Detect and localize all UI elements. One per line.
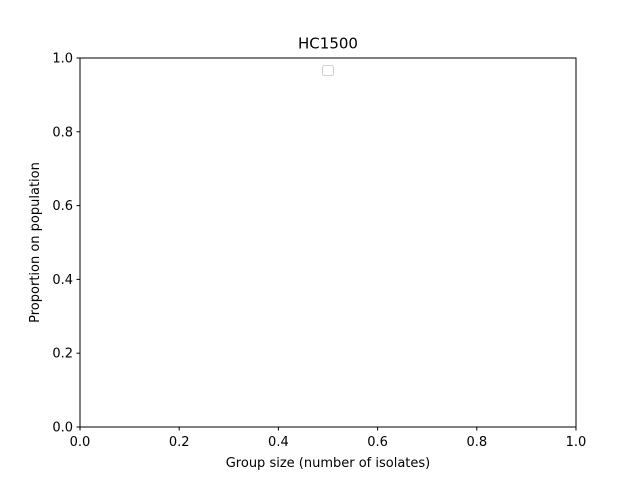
y-axis-ticks: 0.0 0.2 0.4 0.6 0.8 1.0 xyxy=(52,52,80,436)
plot-frame xyxy=(79,57,577,428)
x-axis-label: Group size (number of isolates) xyxy=(226,456,431,471)
x-tick-label: 0.2 xyxy=(169,435,190,450)
legend-box xyxy=(322,65,334,76)
chart-title: HC1500 xyxy=(298,35,358,53)
y-axis-label: Proportion on population xyxy=(28,162,43,323)
y-tick-label: 0.0 xyxy=(52,421,73,436)
x-axis-ticks: 0.0 0.2 0.4 0.6 0.8 1.0 xyxy=(70,427,587,450)
legend xyxy=(322,65,334,76)
y-tick-label: 1.0 xyxy=(52,52,73,67)
plot-background xyxy=(80,58,576,427)
y-tick-label: 0.8 xyxy=(52,125,73,140)
x-tick-label: 1.0 xyxy=(566,435,587,450)
x-tick-label: 0.6 xyxy=(367,435,388,450)
plot-area xyxy=(80,58,576,427)
y-tick-label: 0.2 xyxy=(52,347,73,362)
x-tick-label: 0.0 xyxy=(70,435,91,450)
x-tick-label: 0.8 xyxy=(466,435,487,450)
y-tick-label: 0.6 xyxy=(52,199,73,214)
y-tick-label: 0.4 xyxy=(52,273,73,288)
x-tick-label: 0.4 xyxy=(268,435,289,450)
